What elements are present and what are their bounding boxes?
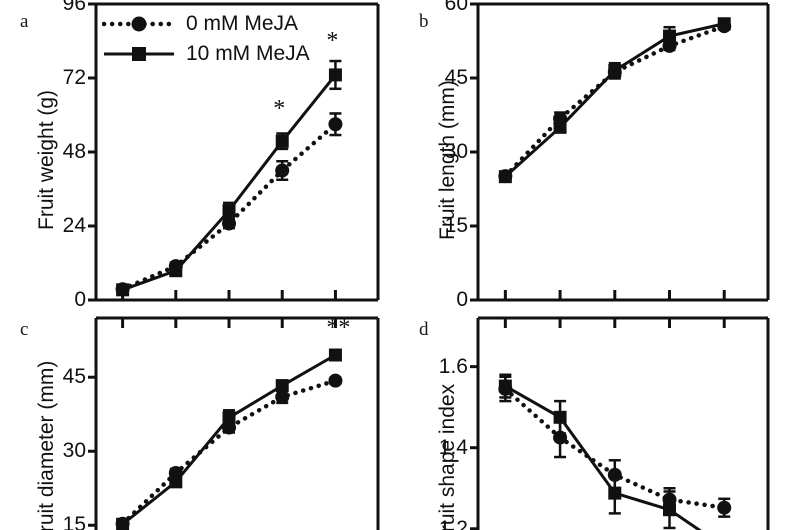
ytick-label-a-3: 72 (62, 66, 86, 89)
ytick-label-a-1: 24 (62, 214, 86, 237)
ytick-label-b-0: 0 (456, 288, 468, 311)
significance-mark-a-1: * (326, 28, 339, 54)
ytick-label-d-2: 1.6 (438, 354, 468, 378)
ytick-label-c-1: 30 (62, 439, 86, 463)
panel-letter-c: c (20, 319, 29, 340)
legend-glyphs (102, 16, 177, 61)
significance-mark-a-0: * (273, 95, 286, 122)
ytick-label-c-2: 45 (62, 365, 86, 389)
panel-letter-d: d (419, 319, 429, 340)
ytick-label-a-2: 48 (62, 140, 86, 163)
ytick-label-b-1: 15 (444, 214, 468, 237)
significance-mark-c-0: ** (326, 314, 351, 341)
series-d-1 (498, 373, 702, 530)
series-b-0 (498, 19, 732, 184)
series-b-1 (498, 17, 731, 184)
significance-mark-d-0: * (715, 528, 727, 530)
plot-area-d (470, 316, 770, 530)
legend-label-1: 10 mM MeJA (186, 42, 310, 65)
series-c-1 (116, 348, 342, 530)
ytick-label-a-0: 0 (74, 288, 86, 311)
ytick-label-b-4: 60 (444, 0, 468, 15)
legend-label-0: 0 mM MeJA (186, 12, 299, 35)
ytick-label-b-3: 45 (444, 66, 468, 89)
ytick-label-b-2: 30 (444, 140, 468, 163)
panel-letter-a: a (20, 11, 29, 32)
ytick-label-c-0: 15 (62, 513, 86, 530)
ytick-label-d-1: 1.4 (438, 435, 468, 459)
plot-area-c (88, 316, 380, 530)
panel-letter-b: b (419, 11, 429, 32)
ytick-label-d-0: 1.2 (438, 516, 468, 530)
ytick-label-a-4: 96 (62, 0, 86, 15)
plot-area-a (88, 2, 380, 302)
series-a-1 (116, 59, 342, 297)
plot-area-b (470, 2, 770, 302)
series-c-0 (115, 373, 343, 530)
